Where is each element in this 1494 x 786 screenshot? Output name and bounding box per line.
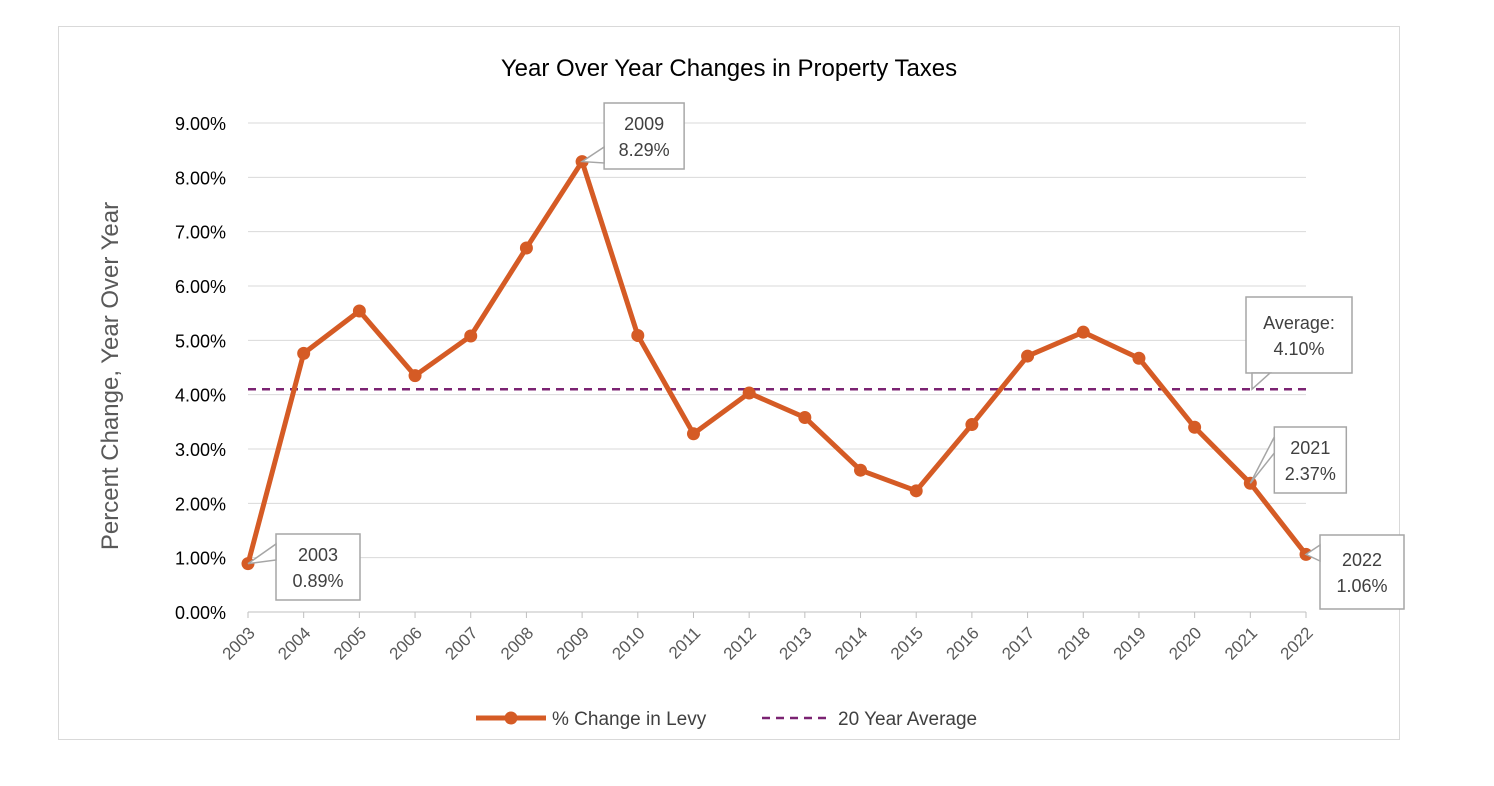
x-tick-label: 2018: [1054, 623, 1094, 663]
callout-pointer: [1251, 372, 1272, 391]
callout-pointer: [1304, 543, 1321, 563]
y-tick-label: 8.00%: [175, 168, 226, 188]
levy-point: [1188, 420, 1202, 434]
y-tick-label: 5.00%: [175, 331, 226, 351]
levy-point: [1021, 349, 1035, 363]
legend: % Change in Levy 20 Year Average: [476, 709, 977, 730]
chart-frame: [58, 26, 1400, 740]
levy-point: [1132, 351, 1146, 365]
callout-value: 2.37%: [1285, 464, 1336, 484]
callout-label: 2021: [1290, 438, 1330, 458]
levy-series-layer: [241, 155, 1313, 571]
x-tick-label: 2009: [553, 623, 593, 663]
x-tick-label: 2015: [887, 623, 927, 663]
y-tick-label: 9.00%: [175, 114, 226, 134]
levy-point: [798, 410, 812, 424]
x-tick-label: 2021: [1221, 623, 1261, 663]
y-tick-label: 6.00%: [175, 277, 226, 297]
callout-fill: [605, 104, 684, 168]
y-tick-label: 1.00%: [175, 549, 226, 569]
callout-value: 1.06%: [1336, 576, 1387, 596]
callout-label: 2009: [624, 114, 664, 134]
callout: Average: 4.10%: [1245, 296, 1353, 391]
y-axis-ticks: 0.00% 1.00% 2.00% 3.00% 4.00% 5.00% 6.00% 7.00%…: [175, 114, 226, 623]
y-tick-label: 0.00%: [175, 603, 226, 623]
callout-value: 0.89%: [292, 571, 343, 591]
callout-label: Average:: [1263, 313, 1335, 333]
chart-title: Year Over Year Changes in Property Taxes: [501, 55, 957, 82]
levy-point: [965, 418, 979, 432]
x-tick-label: 2012: [720, 623, 760, 663]
x-tick-label: 2005: [330, 623, 370, 663]
x-tick-label: 2004: [274, 623, 314, 663]
levy-point: [686, 427, 700, 441]
callout: 2009 8.29%: [579, 102, 685, 170]
x-tick-label: 2022: [1277, 623, 1317, 663]
callout-label: 2003: [298, 545, 338, 565]
levy-point: [352, 304, 366, 318]
callout-fill: [277, 535, 359, 599]
x-tick-label: 2017: [998, 623, 1038, 663]
x-tick-label: 2006: [386, 623, 426, 663]
callout: 2003 0.89%: [247, 533, 361, 601]
callout-value: 8.29%: [619, 140, 670, 160]
levy-point: [742, 386, 756, 400]
x-tick-label: 2003: [219, 623, 259, 663]
x-tick-label: 2008: [497, 623, 537, 663]
callout: 2022 1.06%: [1304, 534, 1405, 610]
y-tick-label: 4.00%: [175, 386, 226, 406]
x-tick-label: 2007: [441, 623, 481, 663]
levy-point: [909, 484, 923, 498]
callout-fill: [1275, 428, 1346, 492]
levy-line: [245, 159, 1308, 565]
legend-levy-marker: [504, 711, 518, 725]
callout-fill: [1321, 536, 1403, 608]
levy-point: [854, 463, 868, 477]
x-tick-label: 2010: [608, 623, 648, 663]
levy-point: [297, 346, 311, 360]
y-tick-label: 2.00%: [175, 494, 226, 514]
legend-levy-label: % Change in Levy: [552, 709, 707, 730]
y-axis-label: Percent Change, Year Over Year: [97, 202, 124, 550]
levy-point: [631, 328, 645, 342]
callout-pointer: [1249, 436, 1276, 484]
callout-value: 4.10%: [1273, 339, 1324, 359]
x-tick-label: 2013: [775, 623, 815, 663]
callout-pointer: [579, 145, 605, 164]
levy-point: [464, 329, 478, 343]
x-tick-label: 2019: [1110, 623, 1150, 663]
callout: 2021 2.37%: [1249, 426, 1348, 494]
x-axis-ticks: 2003 2004 2005 2006 2007 2008 2009 2010 2011 2012…: [219, 623, 1317, 663]
legend-average-label: 20 Year Average: [838, 709, 977, 730]
x-tick-label: 2020: [1165, 623, 1205, 663]
levy-point: [519, 241, 533, 255]
x-tick-label: 2016: [943, 623, 983, 663]
callouts: 2003 0.89% 2009 8.29% 2021 2.37% 2022 1.06% Aver…: [247, 102, 1405, 610]
gridlines: [247, 122, 1307, 618]
x-tick-label: 2014: [831, 623, 871, 663]
x-tick-label: 2011: [665, 623, 704, 662]
callout-pointer: [247, 542, 277, 565]
callout-label: 2022: [1342, 550, 1382, 570]
levy-point: [408, 369, 422, 383]
y-tick-label: 3.00%: [175, 440, 226, 460]
y-tick-label: 7.00%: [175, 223, 226, 243]
callout-fill: [1247, 298, 1351, 372]
levy-point: [1076, 325, 1090, 339]
